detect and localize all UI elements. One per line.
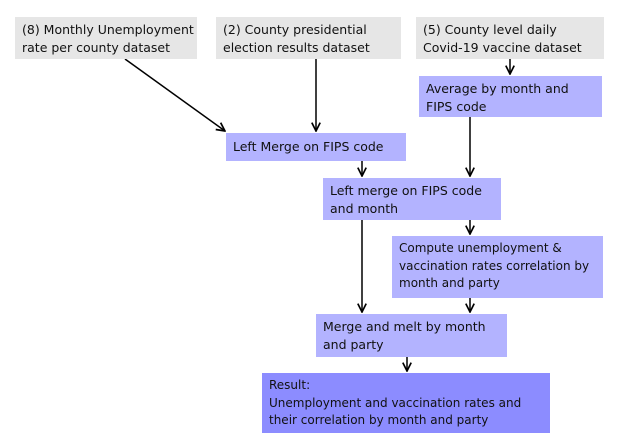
unemployment-dataset-line-1: (8) Monthly Unemployment	[22, 22, 194, 37]
election-dataset-line-2: election results dataset	[223, 39, 370, 55]
election-dataset-box: (2) County presidential election results…	[216, 17, 401, 59]
merge-melt-line-1: Merge and melt by month	[323, 319, 486, 334]
arrow-unemployment-to-left-merge	[124, 58, 225, 131]
election-dataset-line-1: (2) County presidential	[223, 22, 367, 37]
vaccine-dataset-line-2: Covid-19 vaccine dataset	[423, 39, 582, 55]
unemployment-dataset-line-2: rate per county dataset	[22, 39, 170, 55]
left-merge-fips-box: Left Merge on FIPS code	[226, 133, 406, 161]
vaccine-dataset-box: (5) County level daily Covid-19 vaccine …	[416, 17, 604, 59]
left-merge-fips-line-1: Left Merge on FIPS code	[233, 139, 384, 154]
result-box: Result: Unemployment and vaccination rat…	[262, 373, 550, 433]
unemployment-dataset-box: (8) Monthly Unemployment rate per county…	[15, 17, 197, 59]
result-line-1: Result:	[269, 378, 311, 392]
merge-melt-box: Merge and melt by month and party	[316, 314, 507, 357]
compute-correlation-line-2: vaccination rates correlation by	[399, 258, 590, 273]
left-merge-fips-month-line-1: Left merge on FIPS code	[330, 183, 482, 198]
average-by-month-line-1: Average by month and	[426, 81, 569, 96]
compute-correlation-line-1: Compute unemployment &	[399, 241, 562, 255]
result-line-2: Unemployment and vaccination rates and	[269, 395, 522, 410]
merge-melt-line-2: and party	[323, 336, 384, 352]
average-by-month-box: Average by month and FIPS code	[419, 76, 602, 117]
vaccine-dataset-line-1: (5) County level daily	[423, 22, 557, 37]
compute-correlation-line-3: month and party	[399, 276, 500, 290]
left-merge-fips-month-line-2: and month	[330, 200, 399, 216]
compute-correlation-box: Compute unemployment & vaccination rates…	[392, 236, 603, 298]
average-by-month-line-2: FIPS code	[426, 98, 487, 114]
result-line-3: their correlation by month and party	[269, 413, 489, 427]
left-merge-fips-month-box: Left merge on FIPS code and month	[323, 178, 501, 220]
